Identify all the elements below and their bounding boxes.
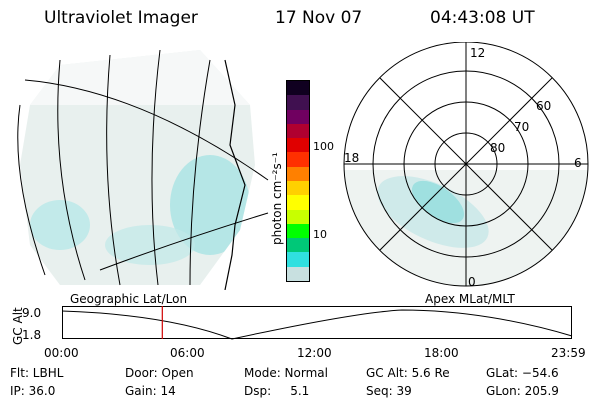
- orbit-xtick-2: 12:00: [297, 346, 332, 360]
- mlt-label-12: 12: [470, 46, 485, 60]
- polar-plot: 12 18 6 0 60 70 80: [343, 42, 589, 289]
- orbit-plot: [62, 306, 573, 340]
- orbit-ytick-bottom: 1.8: [22, 328, 42, 342]
- colorbar-segment: [287, 195, 309, 210]
- mlt-label-0: 0: [468, 275, 476, 289]
- orbit-xtick-0: 00:00: [44, 346, 79, 360]
- lat-label-80: 80: [490, 141, 505, 155]
- info-ip: IP: 36.0: [10, 384, 56, 398]
- orbit-ytick-top: 9.0: [22, 306, 42, 320]
- colorbar-segment: [287, 252, 309, 267]
- orbit-xtick-4: 23:59: [551, 346, 586, 360]
- colorbar-segment: [287, 223, 309, 239]
- apex-label: Apex MLat/MLT: [425, 292, 515, 306]
- colorbar-segment: [287, 181, 309, 196]
- lat-label-60: 60: [536, 99, 551, 113]
- colorbar-segment: [287, 209, 309, 224]
- info-glon: GLon: 205.9: [486, 384, 559, 398]
- date-label: 17 Nov 07: [275, 8, 363, 28]
- colorbar-unit-label: photon cm⁻²s⁻¹: [270, 152, 284, 245]
- colorbar-segment: [287, 238, 309, 253]
- info-gcalt: GC Alt: 5.6 Re: [366, 366, 450, 380]
- mlt-label-6: 6: [574, 156, 582, 170]
- colorbar-segment: [287, 123, 309, 139]
- info-mode: Mode: Normal: [244, 366, 328, 380]
- colorbar-tick-10: 10: [313, 228, 327, 241]
- info-dsp: Dsp: 5.1: [244, 384, 310, 398]
- colorbar-segment: [287, 266, 309, 281]
- geographic-image: [17, 49, 269, 290]
- time-label: 04:43:08 UT: [430, 8, 535, 28]
- lat-label-70: 70: [514, 120, 529, 134]
- orbit-xtick-3: 18:00: [424, 346, 459, 360]
- mlt-label-18: 18: [344, 151, 359, 165]
- geographic-label: Geographic Lat/Lon: [70, 292, 188, 306]
- colorbar-segment: [287, 138, 309, 153]
- colorbar-segment: [287, 152, 309, 167]
- colorbar-segment: [287, 109, 309, 124]
- orbit-xtick-1: 06:00: [170, 346, 205, 360]
- info-flt: Flt: LBHL: [10, 366, 64, 380]
- info-gain: Gain: 14: [125, 384, 176, 398]
- colorbar-segment: [287, 81, 309, 96]
- colorbar: [286, 80, 310, 282]
- colorbar-segment: [287, 95, 309, 110]
- colorbar-tick-100: 100: [313, 140, 334, 153]
- info-seq: Seq: 39: [366, 384, 412, 398]
- info-door: Door: Open: [125, 366, 194, 380]
- colorbar-segment: [287, 166, 309, 182]
- info-glat: GLat: −54.6: [486, 366, 559, 380]
- app-title: Ultraviolet Imager: [44, 8, 198, 28]
